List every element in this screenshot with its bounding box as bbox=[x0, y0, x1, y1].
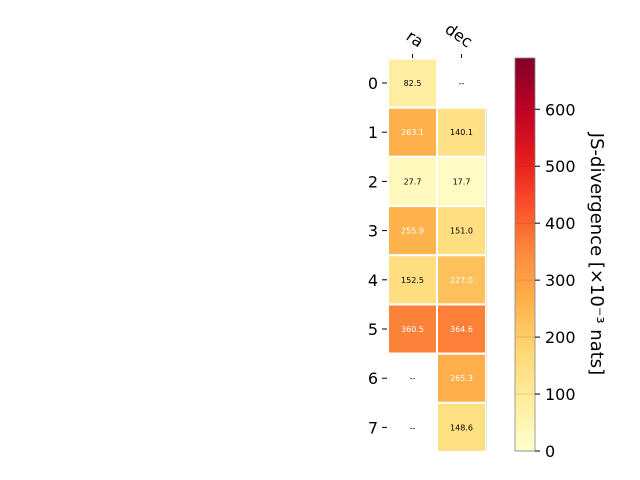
column-tick-label-ra: ra bbox=[403, 26, 427, 51]
row-tick-label-4: 4 bbox=[368, 271, 378, 290]
cell-value-label: 227.0 bbox=[450, 276, 473, 285]
colorbar-ticks: 0 100 200 300 400 500 600 bbox=[515, 100, 576, 461]
heatmap-cell-3-dec bbox=[438, 207, 485, 255]
heatmap-cell-3-ra bbox=[389, 207, 436, 255]
cell-missing-label: -- bbox=[459, 79, 465, 88]
cell-value-label: 17.7 bbox=[453, 177, 471, 186]
heatmap-cell-5-ra bbox=[389, 305, 436, 353]
row-tick-label-2: 2 bbox=[368, 172, 378, 191]
colorbar: 0 100 200 300 400 500 600 JS-divergence [×10⁻³… bbox=[514, 57, 607, 461]
heatmap-cell-6-dec bbox=[438, 354, 485, 402]
cell-value-label: 27.7 bbox=[404, 177, 422, 186]
colorbar-tick-label: 400 bbox=[545, 214, 576, 233]
colorbar-tick-label: 600 bbox=[545, 100, 576, 119]
heatmap-cell-2-ra bbox=[389, 157, 436, 205]
colorbar-tick-label: 0 bbox=[545, 442, 555, 461]
heatmap-cell-4-ra bbox=[389, 256, 436, 304]
cell-value-label: 140.1 bbox=[450, 128, 473, 137]
row-tick-labels: 0 1 2 3 4 5 6 7 bbox=[368, 74, 387, 437]
row-tick-label-3: 3 bbox=[368, 222, 378, 241]
cell-value-label: 152.5 bbox=[401, 276, 424, 285]
colorbar-tick-label: 500 bbox=[545, 157, 576, 176]
colorbar-tick-label: 300 bbox=[545, 271, 576, 290]
colorbar-label: JS-divergence [×10⁻³ nats] bbox=[586, 132, 607, 375]
row-tick-label-6: 6 bbox=[368, 369, 378, 388]
heatmap-cell-1-dec bbox=[438, 108, 485, 156]
row-tick-label-5: 5 bbox=[368, 320, 378, 339]
heatmap-cell-7-dec bbox=[438, 403, 485, 451]
cell-value-label: 148.6 bbox=[450, 423, 473, 432]
colorbar-tick-label: 100 bbox=[545, 385, 576, 404]
cell-value-label: 151.0 bbox=[450, 227, 473, 236]
cell-missing-label: -- bbox=[410, 423, 416, 432]
colorbar-gradient bbox=[514, 57, 536, 452]
heatmap-cells: 82.5 -- 263.1 140.1 27.7 17.7 255.9 151.0 152.5 2… bbox=[389, 59, 487, 451]
cell-value-label: 263.1 bbox=[401, 128, 424, 137]
cell-value-label: 360.5 bbox=[401, 325, 424, 334]
heatmap-cell-5-dec bbox=[438, 305, 485, 353]
cell-value-label: 364.6 bbox=[450, 325, 473, 334]
heatmap-cell-2-dec bbox=[438, 157, 485, 205]
cell-value-label: 82.5 bbox=[404, 79, 422, 88]
heatmap-cell-1-ra bbox=[389, 108, 436, 156]
column-tick-label-dec: dec bbox=[442, 19, 476, 51]
heatmap-cell-4-dec bbox=[438, 256, 485, 304]
row-tick-label-1: 1 bbox=[368, 123, 378, 142]
colorbar-tick-label: 200 bbox=[545, 328, 576, 347]
cell-missing-label: -- bbox=[410, 374, 416, 383]
heatmap-cell-0-ra bbox=[389, 59, 436, 107]
cell-value-label: 265.3 bbox=[450, 374, 473, 383]
column-tick-labels: ra dec bbox=[403, 19, 476, 58]
row-tick-label-0: 0 bbox=[368, 74, 378, 93]
cell-value-label: 255.9 bbox=[401, 227, 424, 236]
row-tick-label-7: 7 bbox=[368, 418, 378, 437]
